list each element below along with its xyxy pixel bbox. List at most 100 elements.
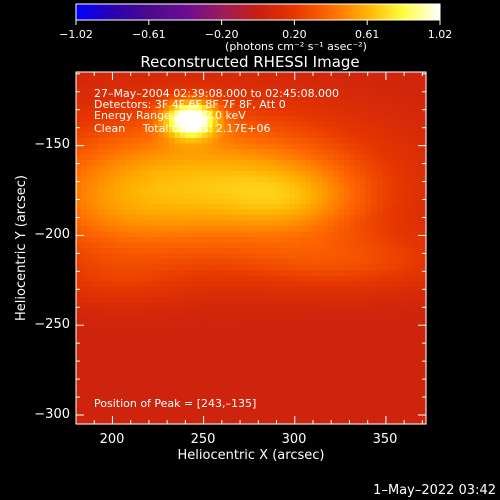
heatmap-cell [152, 297, 159, 304]
heatmap-cell [316, 198, 323, 205]
heatmap-cell [136, 347, 143, 354]
heatmap-cell [190, 83, 197, 90]
heatmap-cell [92, 220, 99, 227]
heatmap-cell [81, 363, 88, 370]
heatmap-cell [289, 281, 296, 288]
heatmap-cell [190, 226, 197, 233]
heatmap-cell [404, 121, 411, 128]
heatmap-cell [196, 121, 203, 128]
heatmap-cell [354, 176, 361, 183]
heatmap-cell [371, 165, 378, 172]
heatmap-cell [174, 83, 181, 90]
heatmap-cell [207, 176, 214, 183]
heatmap-cell [223, 138, 230, 145]
heatmap-cell [103, 413, 110, 420]
heatmap-cell [360, 77, 367, 84]
heatmap-cell [119, 369, 126, 376]
heatmap-cell [420, 209, 427, 216]
heatmap-cell [245, 363, 252, 370]
heatmap-cell [338, 248, 345, 255]
heatmap-cell [103, 336, 110, 343]
heatmap-cell [125, 369, 132, 376]
heatmap-cell [125, 77, 132, 84]
heatmap-cell [387, 319, 394, 326]
heatmap-cell [311, 132, 318, 139]
heatmap-cell [294, 83, 301, 90]
heatmap-cell [365, 226, 372, 233]
heatmap-cell [261, 248, 269, 255]
heatmap-cell [387, 308, 394, 315]
heatmap-cell [354, 143, 361, 150]
heatmap-cell [365, 160, 372, 167]
heatmap-cell [360, 374, 367, 381]
heatmap-cell [251, 319, 258, 326]
heatmap-cell [179, 237, 186, 244]
heatmap-cell [223, 402, 230, 409]
heatmap-cell [240, 402, 247, 409]
heatmap-cell [251, 385, 258, 392]
heatmap-cell [278, 182, 285, 189]
heatmap-cell [125, 160, 132, 167]
heatmap-cell [223, 72, 230, 79]
heatmap-cell [354, 347, 361, 354]
heatmap-cell [387, 380, 394, 387]
heatmap-cell [103, 138, 110, 145]
heatmap-cell [398, 176, 405, 183]
heatmap-cell [283, 292, 290, 299]
heatmap-cell [393, 270, 400, 277]
heatmap-cell [136, 160, 143, 167]
heatmap-cell [196, 281, 203, 288]
heatmap-cell [168, 374, 176, 381]
heatmap-cell [409, 325, 416, 332]
heatmap-cell [152, 176, 159, 183]
heatmap-cell [251, 380, 258, 387]
heatmap-cell [108, 418, 115, 425]
heatmap-cell [207, 303, 214, 310]
heatmap-cell [251, 308, 258, 315]
heatmap-cell [349, 171, 356, 178]
heatmap-cell [283, 281, 290, 288]
heatmap-cell [207, 292, 214, 299]
heatmap-cell [108, 264, 115, 271]
heatmap-cell [398, 402, 405, 409]
heatmap-cell [158, 374, 165, 381]
heatmap-cell [300, 330, 307, 337]
heatmap-cell [294, 374, 301, 381]
heatmap-cell [136, 198, 143, 205]
heatmap-cell [108, 380, 115, 387]
heatmap-cell [251, 138, 258, 145]
heatmap-cell [360, 171, 367, 178]
heatmap-cell [333, 132, 340, 139]
heatmap-cell [108, 325, 115, 332]
heatmap-cell [152, 259, 159, 266]
heatmap-cell [86, 176, 94, 183]
heatmap-cell [415, 193, 422, 200]
heatmap-cell [354, 286, 361, 293]
heatmap-cell [174, 72, 181, 79]
heatmap-cell [218, 319, 225, 326]
heatmap-cell [147, 149, 154, 156]
heatmap-cell [125, 248, 132, 255]
heatmap-cell [376, 127, 383, 134]
heatmap-cell [130, 204, 137, 211]
heatmap-cell [158, 116, 165, 123]
heatmap-cell [322, 165, 329, 172]
heatmap-cell [152, 165, 159, 172]
heatmap-cell [371, 99, 378, 106]
heatmap-cell [92, 215, 99, 222]
heatmap-cell [103, 358, 110, 365]
heatmap-cell [136, 314, 143, 321]
heatmap-cell [387, 116, 394, 123]
heatmap-cell [272, 132, 279, 139]
heatmap-cell [371, 396, 378, 403]
heatmap-cell [272, 209, 279, 216]
heatmap-cell [420, 138, 427, 145]
heatmap-cell [376, 220, 383, 227]
heatmap-cell [393, 308, 400, 315]
heatmap-cell [174, 407, 181, 414]
heatmap-cell [327, 204, 334, 211]
heatmap-cell [376, 226, 383, 233]
heatmap-cell [196, 149, 203, 156]
heatmap-cell [371, 193, 378, 200]
heatmap-cell [398, 347, 405, 354]
